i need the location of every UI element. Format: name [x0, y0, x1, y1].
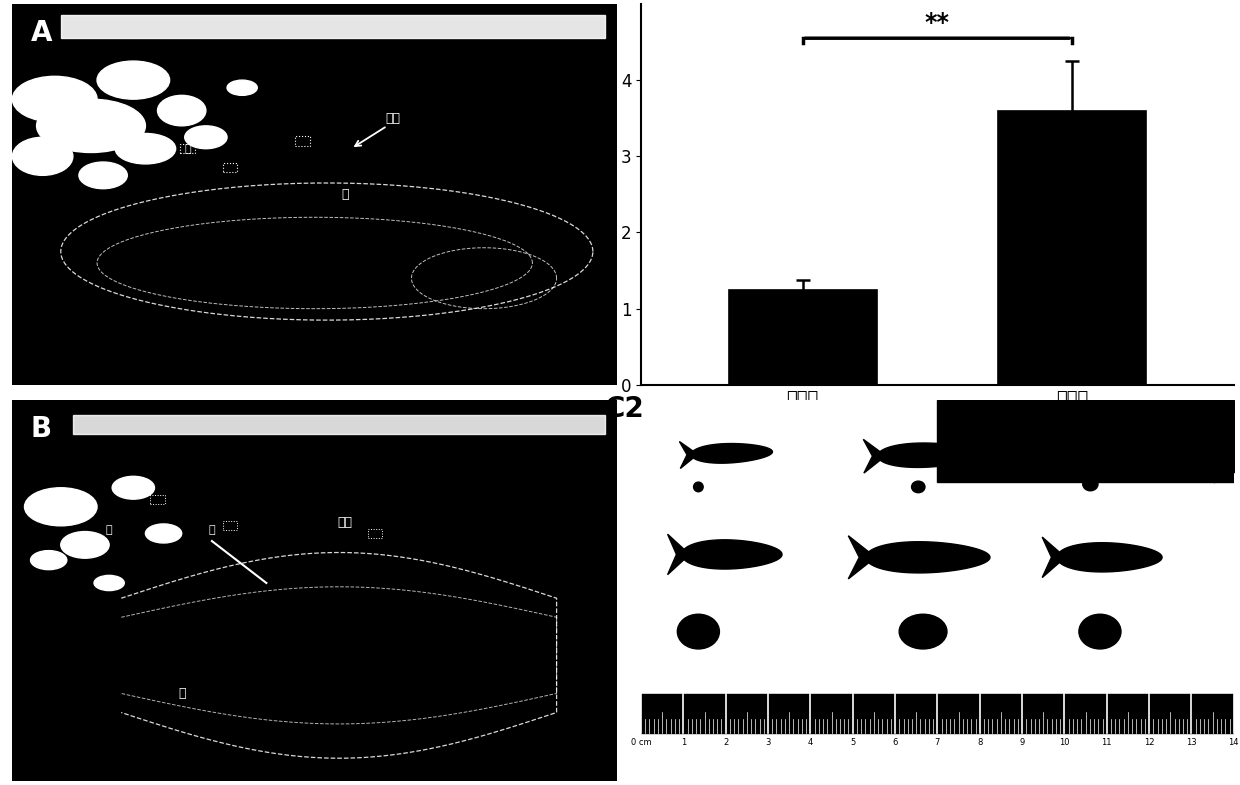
Bar — [61, 16, 605, 38]
Text: C2: C2 — [605, 396, 645, 423]
Bar — [998, 111, 1146, 385]
Text: 7: 7 — [935, 738, 940, 747]
Text: B: B — [31, 415, 52, 444]
Text: 1: 1 — [681, 738, 686, 747]
Polygon shape — [1042, 537, 1065, 578]
Bar — [368, 529, 382, 538]
Bar — [641, 694, 1234, 733]
Ellipse shape — [157, 95, 206, 126]
Ellipse shape — [61, 531, 109, 558]
Bar — [223, 163, 237, 173]
Ellipse shape — [115, 133, 176, 164]
Text: 伴腺: 伴腺 — [337, 516, 352, 529]
Text: 6: 6 — [893, 738, 898, 747]
Text: **: ** — [925, 11, 950, 35]
Text: 0 cm: 0 cm — [631, 738, 651, 747]
Ellipse shape — [145, 524, 182, 543]
Bar — [729, 290, 877, 385]
Text: 10: 10 — [1059, 738, 1070, 747]
Text: 肝: 肝 — [179, 687, 186, 700]
Text: 11: 11 — [1101, 738, 1112, 747]
Polygon shape — [691, 444, 773, 463]
Ellipse shape — [693, 482, 703, 491]
Text: 肝: 肝 — [185, 144, 191, 154]
Bar — [73, 415, 605, 434]
Polygon shape — [667, 534, 689, 575]
Text: 8: 8 — [977, 738, 982, 747]
Polygon shape — [878, 443, 978, 467]
Ellipse shape — [185, 126, 227, 148]
Text: 伴腺: 伴腺 — [386, 111, 401, 125]
Ellipse shape — [37, 99, 145, 152]
Text: 3: 3 — [765, 738, 771, 747]
Ellipse shape — [12, 137, 73, 175]
Text: 棘: 棘 — [341, 188, 348, 201]
Polygon shape — [680, 441, 698, 469]
Ellipse shape — [1079, 614, 1121, 649]
Text: 鳍: 鳍 — [105, 525, 113, 535]
Text: 胰: 胰 — [208, 525, 216, 535]
Ellipse shape — [1083, 477, 1099, 491]
Ellipse shape — [112, 476, 155, 499]
Text: 12: 12 — [1143, 738, 1154, 747]
Ellipse shape — [677, 614, 719, 649]
Ellipse shape — [25, 487, 97, 526]
Bar — [150, 495, 165, 504]
Bar — [295, 137, 310, 146]
Polygon shape — [1056, 542, 1162, 572]
Text: 4: 4 — [807, 738, 813, 747]
Ellipse shape — [911, 481, 925, 493]
Ellipse shape — [94, 575, 124, 590]
Text: 2: 2 — [723, 738, 728, 747]
Bar — [223, 521, 237, 531]
Text: 9: 9 — [1019, 738, 1024, 747]
Ellipse shape — [79, 162, 128, 188]
Ellipse shape — [227, 80, 257, 95]
Text: 13: 13 — [1187, 738, 1197, 747]
Polygon shape — [863, 440, 885, 473]
Ellipse shape — [31, 550, 67, 570]
Text: 5: 5 — [851, 738, 856, 747]
Bar — [937, 400, 1234, 482]
Ellipse shape — [899, 614, 947, 649]
Polygon shape — [682, 540, 782, 569]
Text: 14: 14 — [1229, 738, 1239, 747]
Ellipse shape — [97, 61, 170, 99]
Polygon shape — [848, 535, 875, 579]
Bar — [181, 144, 195, 153]
Y-axis label: 肝体比， HSI: 肝体比， HSI — [598, 155, 615, 233]
Ellipse shape — [12, 76, 97, 122]
Text: A: A — [31, 19, 52, 47]
Polygon shape — [866, 542, 990, 573]
